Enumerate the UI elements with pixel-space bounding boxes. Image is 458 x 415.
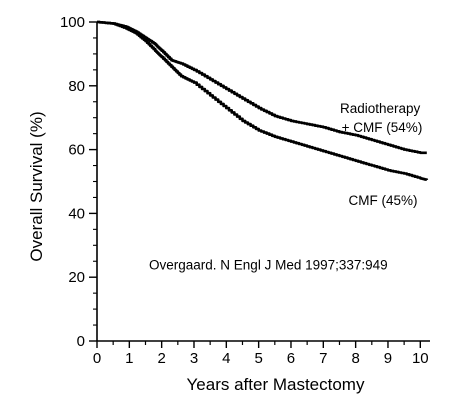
x-axis-title: Years after Mastectomy — [187, 375, 365, 394]
x-tick-label: 4 — [222, 350, 230, 367]
line-cmf — [97, 20, 429, 181]
y-axis-title: Overall Survival (%) — [27, 111, 46, 261]
line-radiotherapy-cmf — [97, 20, 427, 155]
x-tick-label: 7 — [319, 350, 327, 367]
labels-group: Years after Mastectomy Overall Survival … — [27, 101, 424, 394]
y-tick-label: 100 — [60, 14, 85, 31]
y-tick-label: 0 — [77, 333, 85, 350]
series-label-line-2: + CMF (54%) — [342, 120, 423, 135]
x-tick-label: 8 — [351, 350, 359, 367]
y-tick-label: 40 — [68, 205, 85, 222]
series-group — [97, 20, 429, 181]
series-label-line-1: Radiotherapy — [340, 101, 421, 116]
y-tick-label: 80 — [68, 78, 85, 95]
y-tick-label: 60 — [68, 142, 85, 159]
series-label-cmf: CMF (45%) — [348, 193, 417, 208]
x-tick-label: 10 — [412, 350, 429, 367]
x-tick-label: 6 — [287, 350, 295, 367]
citation-annotation: Overgaard. N Engl J Med 1997;337:949 — [149, 257, 388, 272]
y-tick-label: 20 — [68, 269, 85, 286]
x-tick-label: 5 — [254, 350, 262, 367]
x-tick-label: 1 — [125, 350, 133, 367]
series-label-radiotherapy-cmf: Radiotherapy + CMF (54%) — [340, 101, 424, 135]
x-tick-label: 3 — [190, 350, 198, 367]
x-tick-label: 9 — [384, 350, 392, 367]
x-tick-label: 2 — [157, 350, 165, 367]
x-tick-label: 0 — [93, 350, 101, 367]
